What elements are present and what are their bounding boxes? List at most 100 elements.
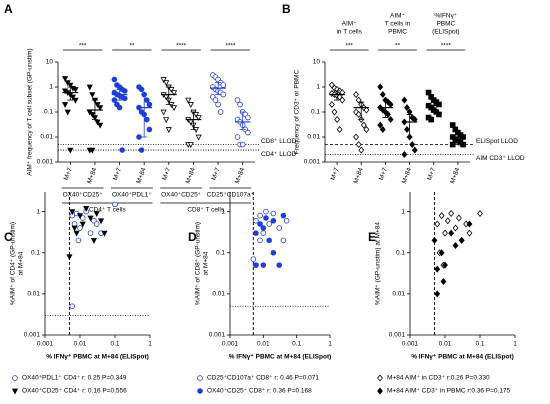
- x-tick-label: M+84: [401, 167, 413, 185]
- point: [466, 220, 473, 228]
- point: [270, 249, 277, 256]
- point: [116, 104, 123, 111]
- point: [138, 86, 145, 93]
- point: [69, 209, 76, 216]
- column-header: %IFNγ⁺: [434, 13, 458, 20]
- point: [456, 214, 462, 222]
- point: [187, 102, 194, 108]
- y-axis-label: at M+84: [203, 251, 210, 275]
- x-tick-label: M+84: [185, 167, 197, 185]
- point: [67, 82, 74, 89]
- point: [449, 141, 456, 148]
- point: [444, 217, 451, 225]
- point: [363, 125, 370, 133]
- error-bar: [190, 111, 197, 130]
- point: [339, 96, 346, 104]
- point: [355, 96, 362, 104]
- point: [266, 221, 273, 227]
- point: [409, 141, 416, 149]
- legend-label: OX40⁺PDL1⁺ CD4⁺ r: 0.25 P=0.349: [22, 375, 127, 382]
- point: [83, 206, 90, 212]
- point: [234, 134, 241, 140]
- x-tick-label: M+7: [426, 167, 437, 182]
- point: [121, 95, 128, 102]
- point: [97, 122, 104, 129]
- y-axis-label: Frequency of CD3⁺ or PBMC: [294, 70, 301, 155]
- y-tick-label: 1: [36, 208, 40, 215]
- x-tick-label: M+7: [112, 167, 123, 182]
- column-header: AIM⁺: [342, 21, 358, 28]
- point: [185, 97, 192, 104]
- point: [460, 141, 466, 148]
- panel-letter: C: [4, 230, 13, 244]
- y-tick-label: 0.001: [24, 332, 41, 339]
- point: [195, 134, 202, 141]
- y-tick-label: 0.001: [37, 159, 54, 166]
- point: [276, 225, 283, 231]
- point: [93, 221, 100, 227]
- point: [72, 87, 79, 93]
- point: [283, 217, 290, 224]
- point: [401, 150, 408, 158]
- y-tick-label: 0.01: [27, 291, 40, 298]
- point: [94, 119, 101, 126]
- x-tick-label: 0.01: [439, 341, 452, 348]
- point: [280, 237, 287, 244]
- point: [458, 236, 465, 244]
- point: [64, 109, 71, 116]
- y-tick-label: 0.01: [40, 134, 53, 141]
- point: [245, 129, 251, 136]
- y-axis-label: %AIM⁺ (GP-unstim) at M+84: [375, 222, 382, 305]
- legend-marker: [12, 375, 18, 381]
- point: [146, 101, 153, 108]
- point: [270, 217, 277, 224]
- point: [266, 237, 273, 244]
- point: [434, 290, 441, 298]
- point: [355, 141, 362, 149]
- y-axis-label: %AIM⁺ of CD8⁺ (GP-unstim): [195, 222, 202, 305]
- x-axis-label: % IFNγ⁺ PBMC at M+84 (ELISpot): [46, 354, 149, 361]
- panel-letter: E: [368, 230, 376, 244]
- llod-label: CD4⁺ LLOD: [261, 151, 297, 158]
- point: [170, 90, 178, 97]
- point: [89, 92, 96, 99]
- legend-label: OX40⁺CD25⁺ CD8⁺ r: 0.36 P=0.168: [207, 388, 312, 395]
- point: [215, 101, 221, 108]
- llod-label: CD8⁺ LLOD: [261, 138, 297, 145]
- x-tick-label: 1: [148, 341, 152, 348]
- cell-label: CD8⁺ T cells: [187, 207, 225, 214]
- point: [353, 133, 359, 141]
- error-bar: [406, 114, 413, 138]
- point: [353, 91, 359, 99]
- y-tick-label: 0.1: [216, 249, 225, 256]
- point: [77, 225, 83, 231]
- x-tick-label: 1: [328, 341, 332, 348]
- y-tick-label: 0.1: [44, 109, 53, 116]
- point: [89, 147, 96, 154]
- point: [62, 102, 69, 108]
- legend-label: CD25⁺CD107a⁺ CD8⁺ r: 0.46 P=0.071: [207, 375, 319, 382]
- point: [353, 108, 359, 116]
- y-tick-label: 0.001: [209, 332, 226, 339]
- error-bar: [91, 99, 98, 120]
- error-bar: [239, 111, 246, 130]
- y-tick-label: 0.001: [304, 159, 321, 166]
- point: [358, 146, 365, 154]
- y-axis-label: at M+84: [18, 251, 25, 275]
- column-header: T cells in: [385, 21, 411, 28]
- legend-marker: [377, 374, 383, 382]
- point: [237, 101, 243, 108]
- y-tick-label: 10: [313, 59, 321, 66]
- point: [101, 230, 108, 237]
- point: [87, 215, 94, 222]
- error-bar: [141, 94, 148, 138]
- x-tick-label: 0.001: [222, 341, 239, 348]
- point: [168, 87, 175, 93]
- point: [438, 212, 445, 220]
- point: [75, 237, 82, 244]
- point: [220, 91, 227, 98]
- error-bar: [358, 101, 365, 120]
- significance: ***: [345, 43, 353, 50]
- x-tick-label: M+84: [86, 167, 98, 185]
- group-label: OX40⁺PDL1⁺: [112, 192, 152, 199]
